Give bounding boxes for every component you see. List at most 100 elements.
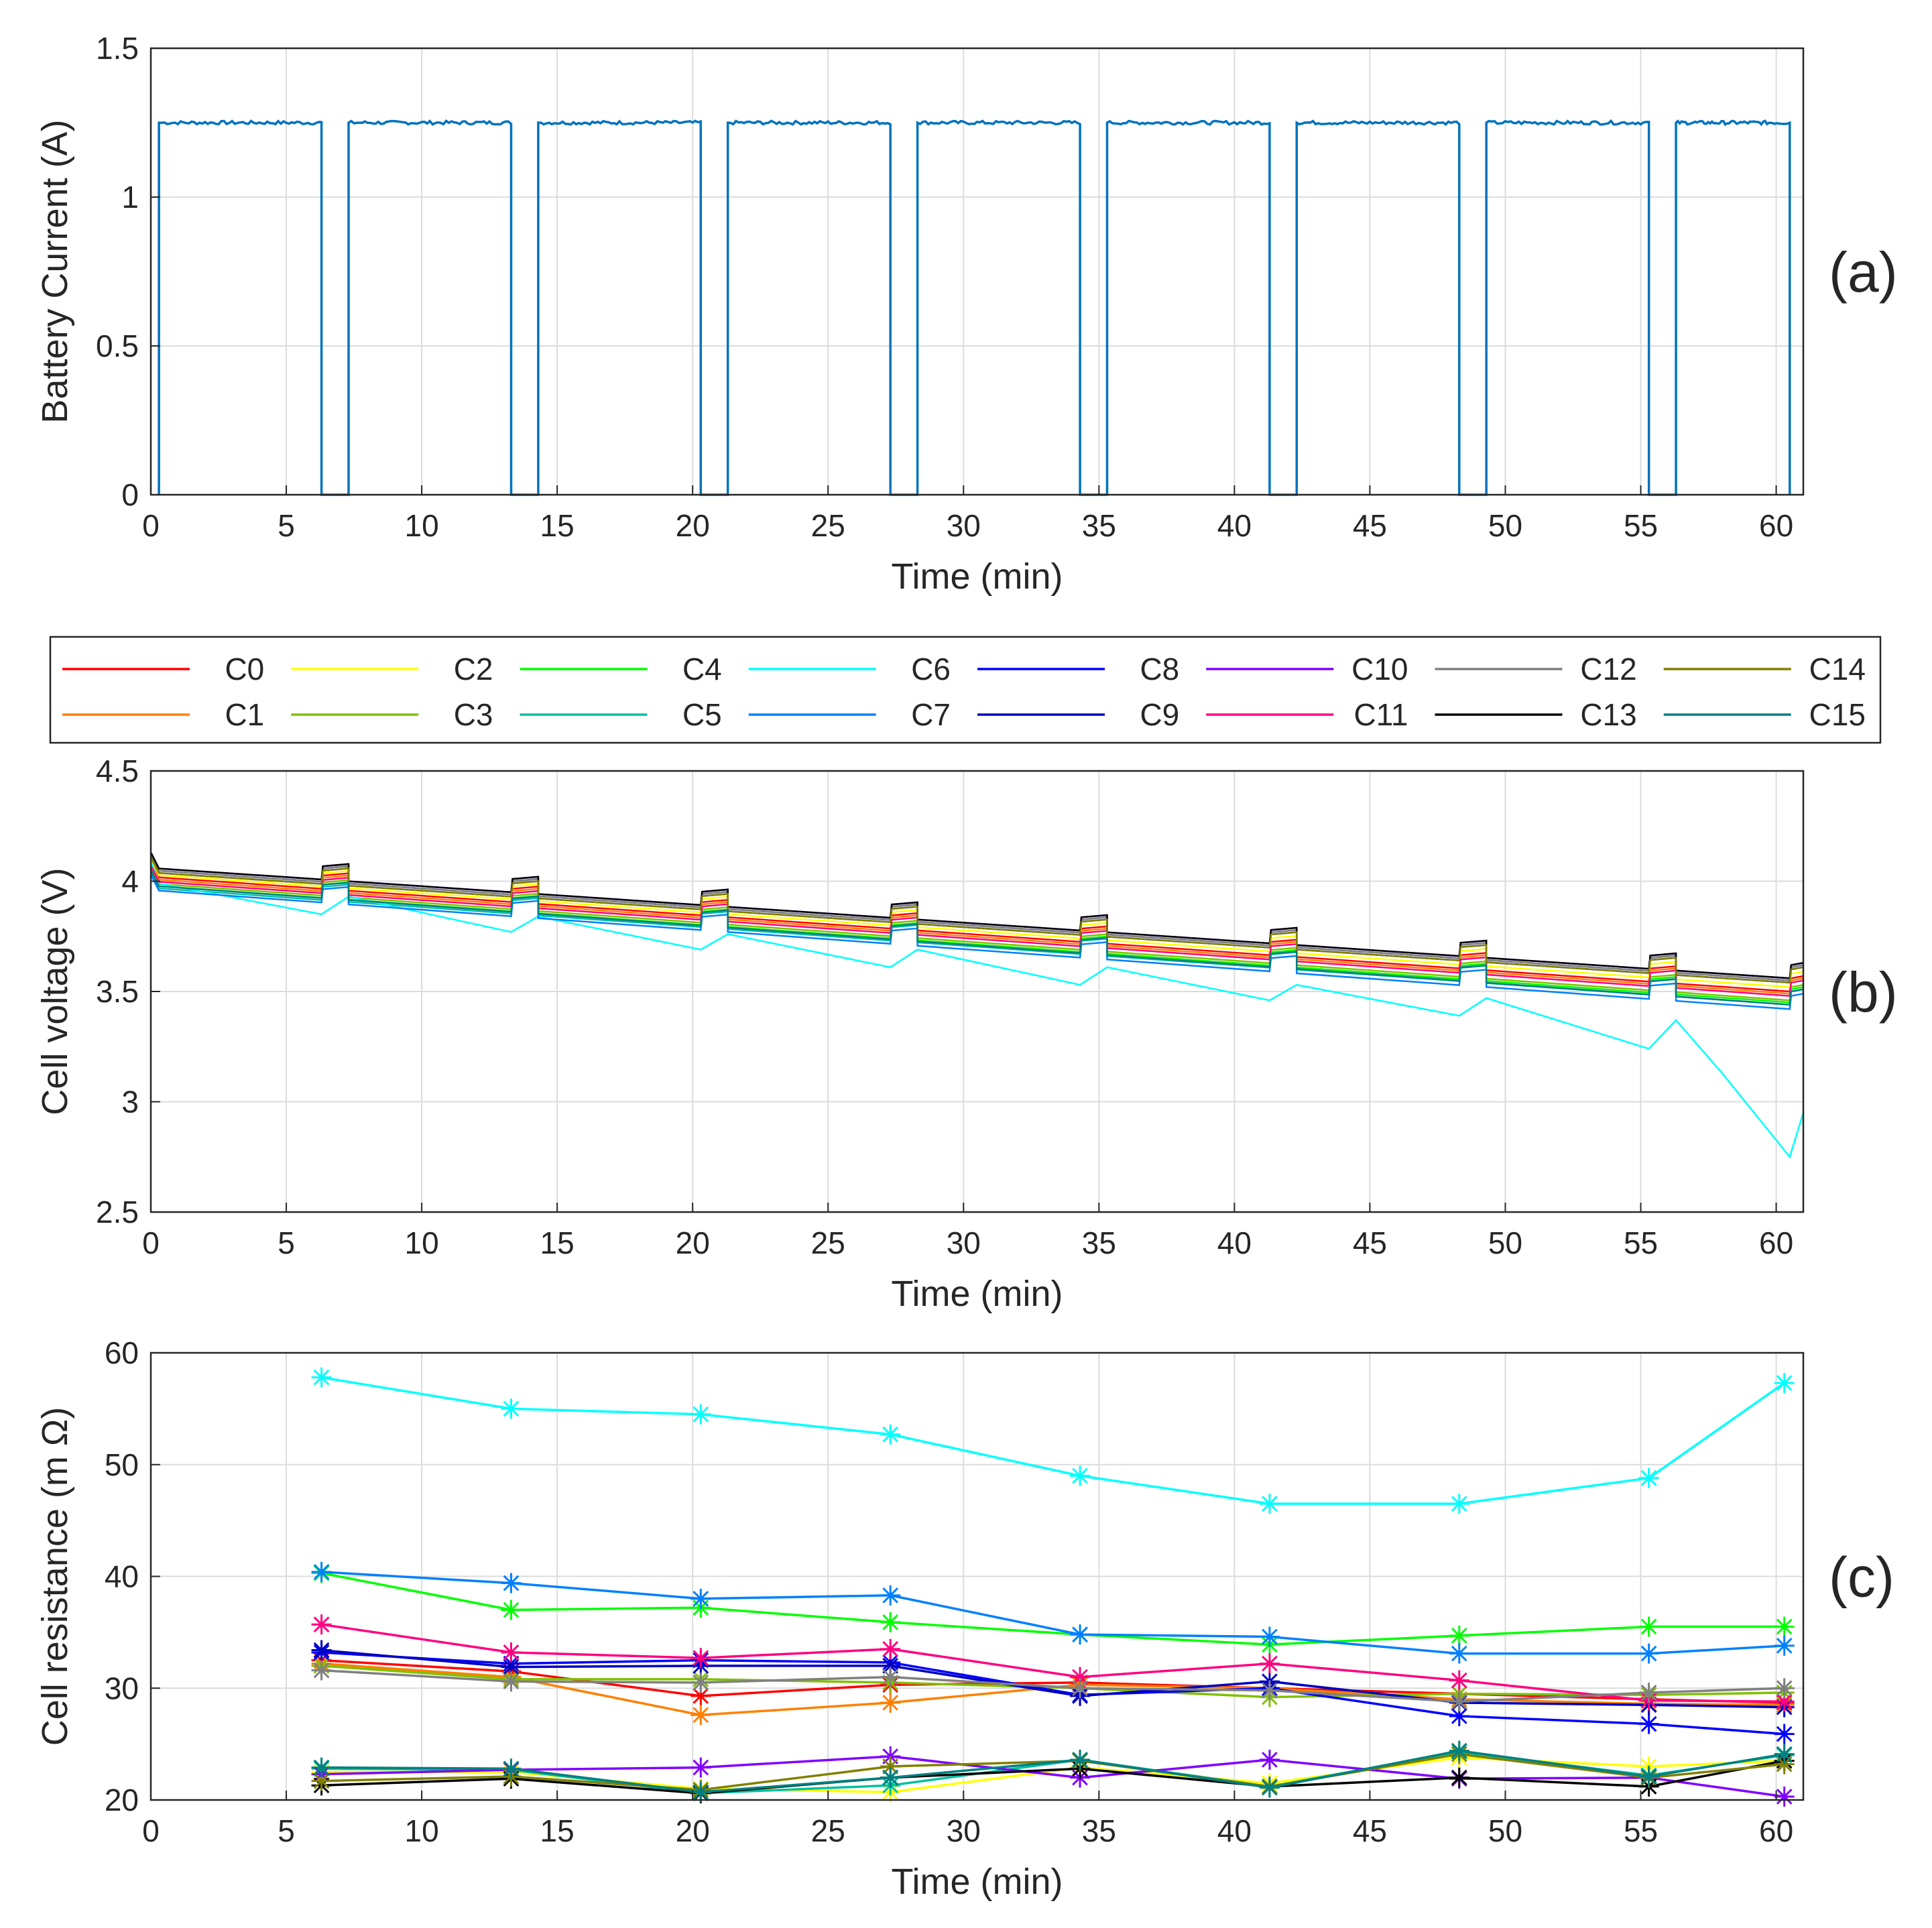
x-tick-label: 35 (1082, 1225, 1116, 1260)
marker-stroke (1072, 1467, 1088, 1484)
x-tick-label: 50 (1488, 1813, 1522, 1848)
y-tick-label: 20 (105, 1783, 139, 1817)
marker-stroke (1072, 1680, 1088, 1697)
x-tick-label: 30 (947, 1225, 981, 1260)
y-tick-label: 40 (105, 1559, 139, 1594)
resistance-marker-c6 (311, 1367, 332, 1388)
resistance-marker-c7 (1774, 1635, 1795, 1656)
marker-stroke (692, 1759, 709, 1776)
voltage-line-c15 (149, 869, 1804, 1006)
marker-stroke (1776, 1638, 1793, 1654)
x-tick-label: 35 (1082, 508, 1116, 543)
legend-label-c9: C9 (1140, 697, 1179, 732)
marker-stroke (1262, 1752, 1278, 1768)
y-tick-labels: 2.5 3 3.5 4 4.5 (96, 754, 160, 1229)
y-tick-label: 4 (121, 864, 139, 899)
resistance-marker-c0 (690, 1685, 711, 1706)
x-tick-label: 25 (811, 1225, 845, 1260)
panel-label: (a) (1829, 241, 1898, 304)
marker-stroke (313, 1772, 330, 1789)
battery-current-chart: 0 5 10 15 20 25 30 35 40 45 50 55 60 0 0.5 1 1.5 Time (… (35, 31, 1898, 597)
resistance-marker-c15 (1259, 1777, 1280, 1798)
marker-stroke (692, 1784, 709, 1801)
current-series-line (158, 119, 1791, 496)
x-tick-label: 50 (1488, 1225, 1522, 1260)
marker-stroke (882, 1614, 899, 1630)
resistance-marker-c10 (1259, 1749, 1280, 1770)
resistance-marker-c9 (311, 1640, 332, 1661)
marker-stroke (1451, 1672, 1467, 1689)
x-tick-label: 45 (1353, 1225, 1387, 1260)
legend-label-c10: C10 (1351, 652, 1408, 686)
voltage-line-c7 (149, 874, 1804, 1010)
marker-stroke (1262, 1779, 1278, 1796)
x-tick-label: 60 (1759, 1813, 1793, 1848)
legend-label-c2: C2 (454, 652, 493, 686)
resistance-marker-c15 (1638, 1766, 1659, 1787)
x-tick-labels: 0 5 10 15 20 25 30 35 40 45 50 55 60 (142, 1791, 1793, 1848)
marker-stroke (882, 1669, 899, 1685)
marker-stroke (503, 1760, 520, 1777)
resistance-marker-c4 (1774, 1616, 1795, 1637)
y-tick-labels: 0 0.5 1 1.5 (96, 31, 160, 512)
marker-stroke (1451, 1769, 1467, 1786)
resistance-marker-c15 (690, 1782, 711, 1803)
y-tick-label: 60 (105, 1335, 139, 1370)
marker-stroke (1776, 1680, 1793, 1697)
x-tick-labels: 0 5 10 15 20 25 30 35 40 45 50 55 60 (142, 1203, 1793, 1260)
marker-stroke (1776, 1375, 1793, 1391)
marker-stroke (1451, 1645, 1467, 1662)
legend-label-c1: C1 (225, 697, 264, 732)
marker-stroke (692, 1650, 709, 1667)
y-tick-label: 4.5 (96, 754, 139, 788)
y-tick-label: 1 (121, 180, 139, 215)
resistance-marker-c6 (880, 1424, 901, 1445)
marker-stroke (882, 1426, 899, 1443)
resistance-marker-c11 (311, 1614, 332, 1635)
resistance-marker-c7 (501, 1573, 522, 1593)
marker-stroke (882, 1641, 899, 1657)
resistance-marker-c15 (1070, 1749, 1091, 1770)
resistance-marker-c6 (1638, 1467, 1659, 1488)
x-tick-label: 10 (405, 1813, 439, 1848)
marker-stroke (503, 1644, 520, 1661)
x-tick-label: 45 (1353, 508, 1387, 543)
resistance-marker-c7 (311, 1561, 332, 1582)
resistance-marker-c7 (1449, 1643, 1469, 1664)
marker-stroke (503, 1575, 520, 1591)
resistance-marker-c7 (1070, 1624, 1091, 1645)
x-tick-label: 55 (1624, 508, 1658, 543)
x-tick-label: 40 (1217, 508, 1252, 543)
marker-stroke (1776, 1746, 1793, 1762)
marker-stroke (1451, 1628, 1467, 1644)
resistance-marker-c7 (690, 1588, 711, 1609)
x-tick-label: 20 (676, 508, 710, 543)
marker-stroke (1640, 1469, 1657, 1486)
y-tick-label: 3 (121, 1085, 139, 1120)
x-axis-label: Time (min) (892, 1274, 1063, 1314)
legend-label-c7: C7 (911, 697, 951, 732)
marker-stroke (1776, 1618, 1793, 1635)
marker-stroke (882, 1658, 899, 1674)
marker-stroke (503, 1602, 520, 1618)
marker-stroke (313, 1563, 330, 1580)
y-tick-label: 1.5 (96, 31, 139, 66)
resistance-marker-c1 (690, 1705, 711, 1726)
marker-stroke (503, 1400, 520, 1417)
x-tick-labels: 0 5 10 15 20 25 30 35 40 45 50 55 60 (142, 485, 1793, 543)
legend-box (49, 636, 1882, 744)
legend: C0 C1 C2 C3 C4 C5 C6 C7 C8 C9 C10 C11 C12 C13 C14 C15 (49, 636, 1882, 744)
resistance-marker-c4 (1449, 1625, 1469, 1646)
marker-stroke (882, 1587, 899, 1604)
legend-label-c6: C6 (911, 652, 951, 686)
marker-stroke (1451, 1693, 1467, 1710)
marker-stroke (882, 1769, 899, 1786)
legend-label-c5: C5 (682, 697, 722, 732)
x-tick-label: 60 (1759, 508, 1793, 543)
resistance-marker-c12 (690, 1672, 711, 1693)
marker-stroke (1776, 1789, 1793, 1805)
legend-label-c13: C13 (1580, 697, 1636, 732)
resistance-marker-c4 (880, 1612, 901, 1632)
marker-stroke (1640, 1715, 1657, 1732)
x-tick-label: 55 (1624, 1225, 1658, 1260)
